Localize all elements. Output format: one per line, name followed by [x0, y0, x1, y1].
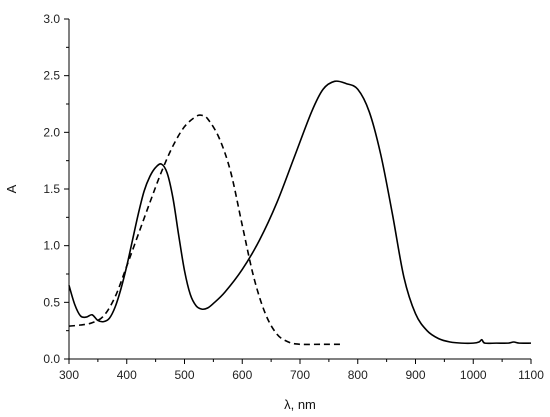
x-tick-label: 800	[348, 368, 368, 382]
x-tick-label: 600	[232, 368, 252, 382]
x-tick-label: 900	[405, 368, 425, 382]
solid-series-line	[68, 80, 532, 345]
x-tick-label: 400	[117, 368, 137, 382]
x-ticks: 300 400 500 600 700 800 900 1000 1100	[59, 359, 544, 382]
axes	[68, 19, 531, 360]
x-tick-label: 700	[290, 368, 310, 382]
y-tick-label: 0.0	[43, 352, 60, 366]
y-axis-title: A	[4, 184, 19, 193]
dashed-series-line	[68, 114, 344, 346]
series-group	[68, 80, 532, 346]
y-tick-label: 3.0	[43, 12, 60, 26]
x-tick-label: 500	[174, 368, 194, 382]
y-tick-label: 1.0	[43, 239, 60, 253]
y-tick-label: 0.5	[43, 295, 60, 309]
y-ticks: 0.0 0.5 1.0 1.5 2.0 2.5 3.0	[43, 12, 69, 366]
x-tick-label: 300	[59, 368, 79, 382]
y-tick-label: 2.5	[43, 69, 60, 83]
x-axis-title: λ, nm	[284, 397, 316, 412]
y-tick-label: 1.5	[43, 182, 60, 196]
x-tick-label: 1000	[460, 368, 487, 382]
x-tick-label: 1100	[518, 368, 544, 382]
y-tick-label: 2.0	[43, 125, 60, 139]
